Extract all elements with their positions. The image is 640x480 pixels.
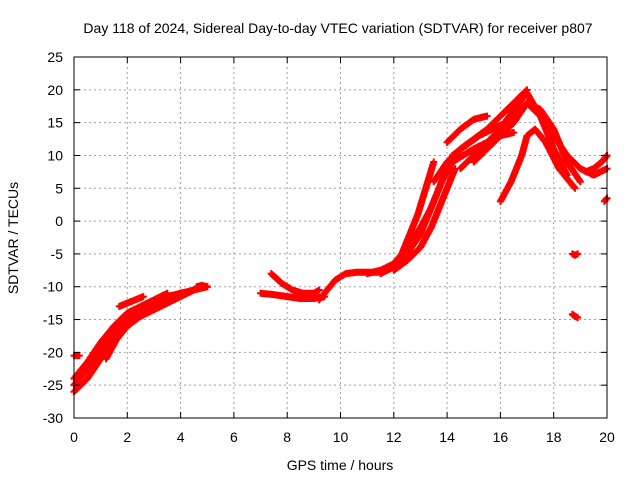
- x-tick-label: 6: [230, 429, 238, 445]
- x-tick-label: 14: [439, 429, 455, 445]
- data-point: [75, 352, 83, 360]
- series-arc-m: [390, 165, 459, 274]
- y-tick-label: -20: [43, 344, 63, 360]
- x-tick-label: 10: [333, 429, 349, 445]
- chart-title: Day 118 of 2024, Sidereal Day-to-day VTE…: [83, 20, 592, 36]
- series-arc-t: [496, 125, 579, 205]
- series-arc-p: [443, 112, 491, 146]
- data-point: [430, 158, 438, 166]
- data-point: [315, 286, 323, 294]
- y-tick-label: 25: [47, 49, 63, 65]
- x-tick-label: 16: [493, 429, 509, 445]
- series-arc-h: [267, 270, 323, 297]
- y-tick-label: -5: [51, 246, 64, 262]
- y-axis-label: SDTVAR / TECUs: [5, 182, 21, 294]
- x-tick-label: 20: [599, 429, 615, 445]
- x-tick-label: 4: [177, 429, 185, 445]
- series-arc-y: [568, 310, 582, 322]
- x-tick-label: 0: [70, 429, 78, 445]
- x-tick-label: 18: [546, 429, 562, 445]
- series-arc-g: [193, 281, 211, 291]
- series-arc-w: [600, 194, 611, 205]
- data-point: [203, 283, 211, 291]
- data-point: [483, 112, 491, 120]
- data-point: [574, 250, 582, 258]
- tick-layer: [73, 56, 608, 419]
- data-point: [576, 178, 584, 186]
- y-tick-label: 20: [47, 82, 63, 98]
- series-arc-d: [102, 286, 198, 363]
- tick-label-layer: 0 2 4 6 8 10 12 14 16 18 20 -30 -25 -20 -15 -10 -5 0 5 10 15…: [43, 49, 615, 445]
- data-layer: [70, 86, 611, 396]
- y-tick-label: -15: [43, 312, 63, 328]
- x-tick-label: 2: [123, 429, 131, 445]
- series-arc-e: [115, 293, 147, 310]
- data-point: [571, 184, 579, 192]
- y-tick-label: -30: [43, 410, 63, 426]
- data-point: [574, 314, 582, 322]
- y-tick-label: 0: [55, 213, 63, 229]
- data-point: [139, 293, 147, 301]
- x-tick-label: 12: [386, 429, 402, 445]
- y-tick-label: -10: [43, 279, 63, 295]
- series-arc-x: [568, 250, 582, 259]
- series-arc-c: [70, 289, 171, 383]
- data-point: [163, 289, 171, 297]
- data-point: [510, 128, 518, 136]
- y-tick-label: -25: [43, 377, 63, 393]
- x-axis-label: GPS time / hours: [287, 457, 394, 473]
- y-tick-label: 5: [55, 180, 63, 196]
- y-tick-label: 15: [47, 115, 63, 131]
- x-tick-label: 8: [283, 429, 291, 445]
- series-arc-v: [582, 151, 611, 176]
- y-tick-label: 10: [47, 147, 63, 163]
- grid-layer: [74, 57, 607, 418]
